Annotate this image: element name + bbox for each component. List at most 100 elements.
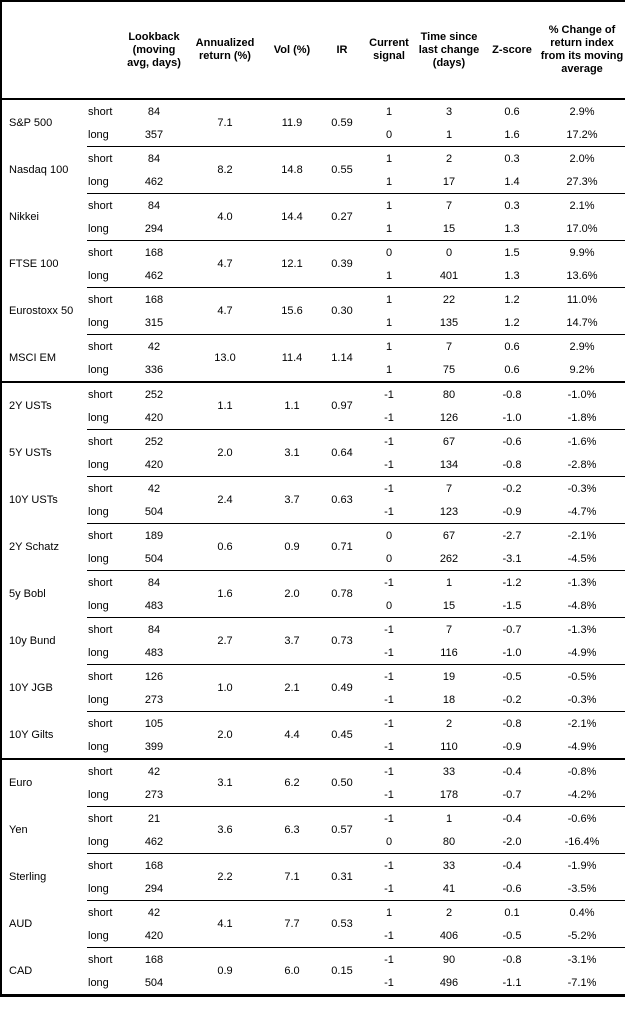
row-type-label: short <box>87 334 123 358</box>
current-signal-value: -1 <box>384 740 394 753</box>
vol-value: 0.9 <box>265 523 319 571</box>
time-since-value: 2 <box>413 900 485 924</box>
asset-name: Euro <box>1 758 87 807</box>
zscore-value: 1.2 <box>485 287 539 311</box>
lookback-value: 273 <box>144 693 164 706</box>
row-type-label: long <box>88 458 109 471</box>
current-signal-value: -1 <box>384 788 394 801</box>
annualized-return-value: 4.7 <box>185 287 265 335</box>
time-since-value: 15 <box>442 222 456 235</box>
table-row-short: FTSE 100 short 168 4.7 12.1 0.39 0 0 1.5 9.9% <box>1 240 625 288</box>
current-signal-value: -1 <box>384 505 394 518</box>
col-header-annualized-return: Annualized return (%) <box>185 1 265 100</box>
time-since-value: 75 <box>442 363 456 376</box>
zscore-value: -0.6 <box>502 882 522 895</box>
current-signal-value: 1 <box>365 287 413 311</box>
time-since-value: 90 <box>413 947 485 971</box>
ir-value: 0.55 <box>319 146 365 194</box>
annualized-return-value: 2.2 <box>185 853 265 901</box>
time-since-value: 67 <box>413 429 485 453</box>
zscore-value: -0.7 <box>502 788 522 801</box>
zscore-value: -1.0 <box>502 646 522 659</box>
zscore-value: -0.5 <box>502 929 522 942</box>
ir-value: 0.73 <box>319 617 365 665</box>
time-since-value: 7 <box>413 193 485 217</box>
ir-value: 0.97 <box>319 381 365 430</box>
vol-value: 3.7 <box>265 617 319 665</box>
current-signal-value: 1 <box>385 316 393 329</box>
ir-value: 0.57 <box>319 806 365 854</box>
lookback-value: 42 <box>123 758 185 783</box>
row-type-label: long <box>88 646 109 659</box>
pct-change-value: -0.6% <box>539 806 625 830</box>
lookback-value: 42 <box>123 476 185 500</box>
table-row-short: 10Y Gilts short 105 2.0 4.4 0.45 -1 2 -0.8 -2.1% <box>1 711 625 759</box>
row-type-label: long <box>88 740 109 753</box>
table-row-short: Eurostoxx 50 short 168 4.7 15.6 0.30 1 22 1.2 11.… <box>1 287 625 335</box>
vol-value: 6.2 <box>265 758 319 807</box>
ir-value: 0.59 <box>331 117 353 129</box>
annualized-return-value: 2.0 <box>185 429 265 477</box>
row-type-label: short <box>87 664 123 688</box>
time-since-value: 7 <box>413 334 485 358</box>
lookback-value: 252 <box>123 381 185 406</box>
table-row-long: long 294 -1 41 -0.6 -3.5% <box>1 877 625 901</box>
pct-change-value: -1.3% <box>539 617 625 641</box>
zscore-value: -0.7 <box>485 617 539 641</box>
table-header: Lookback (moving avg, days) Annualized r… <box>1 1 625 100</box>
ir-value: 0.30 <box>319 287 365 335</box>
asset-name: 10Y USTs <box>9 494 58 506</box>
row-type-label: short <box>87 947 123 971</box>
current-signal-value: -1 <box>384 929 394 942</box>
time-since-value: 17 <box>442 175 456 188</box>
col-header-ir: IR <box>319 1 365 100</box>
row-type-label: short <box>87 617 123 641</box>
lookback-value: 399 <box>144 740 164 753</box>
lookback-value: 273 <box>144 788 164 801</box>
row-type-label: short <box>87 240 123 264</box>
ir-value: 1.14 <box>319 334 365 382</box>
row-type-label: long <box>88 222 109 235</box>
current-signal-value: 1 <box>365 334 413 358</box>
current-signal-value: -1 <box>384 411 394 424</box>
zscore-value: 0.3 <box>485 193 539 217</box>
asset-name: 10Y JGB <box>9 682 53 694</box>
current-signal-value: 1 <box>385 105 393 118</box>
row-type-label: long <box>88 175 109 188</box>
asset-name: Eurostoxx 50 <box>9 305 74 317</box>
row-type-label: long <box>88 128 109 141</box>
vol-value: 6.3 <box>265 806 319 854</box>
annualized-return-value: 1.1 <box>185 381 265 430</box>
pct-change-value: 13.6% <box>566 269 598 282</box>
lookback-value: 252 <box>123 429 185 453</box>
current-signal-value: 1 <box>385 363 393 376</box>
time-since-value: 7 <box>413 476 485 500</box>
ir-value: 0.31 <box>319 853 365 901</box>
zscore-value: -0.5 <box>485 664 539 688</box>
lookback-value: 462 <box>144 175 164 188</box>
current-signal-value: 0 <box>385 128 393 141</box>
ir-value: 0.39 <box>319 240 365 288</box>
row-type-label: long <box>88 316 109 329</box>
row-type-label: long <box>88 552 109 565</box>
ir-value: 0.64 <box>319 429 365 477</box>
row-type-label: short <box>87 900 123 924</box>
zscore-value: -2.7 <box>485 523 539 547</box>
time-since-value: 1 <box>413 806 485 830</box>
table-row-long: long 504 -1 496 -1.1 -7.1% <box>1 971 625 996</box>
annualized-return-value: 4.7 <box>185 240 265 288</box>
pct-change-value: 2.0% <box>539 146 625 170</box>
current-signal-value: 0 <box>385 552 393 565</box>
pct-change-value: -3.5% <box>567 882 597 895</box>
annualized-return-value: 13.0 <box>185 334 265 382</box>
zscore-value: 1.4 <box>504 175 520 188</box>
pct-change-value: -2.1% <box>539 711 625 735</box>
table-row-short: 10Y JGB short 126 1.0 2.1 0.49 -1 19 -0.5 -0.5% <box>1 664 625 712</box>
table-row-short: Nikkei short 84 4.0 14.4 0.27 1 7 0.3 2.1% <box>1 193 625 241</box>
table-row-long: long 420 -1 126 -1.0 -1.8% <box>1 406 625 430</box>
lookback-value: 105 <box>123 711 185 735</box>
table-row-long: long 273 -1 18 -0.2 -0.3% <box>1 688 625 712</box>
table-row-short: Sterling short 168 2.2 7.1 0.31 -1 33 -0.4 -1.9% <box>1 853 625 901</box>
table-row-long: long 294 1 15 1.3 17.0% <box>1 217 625 241</box>
